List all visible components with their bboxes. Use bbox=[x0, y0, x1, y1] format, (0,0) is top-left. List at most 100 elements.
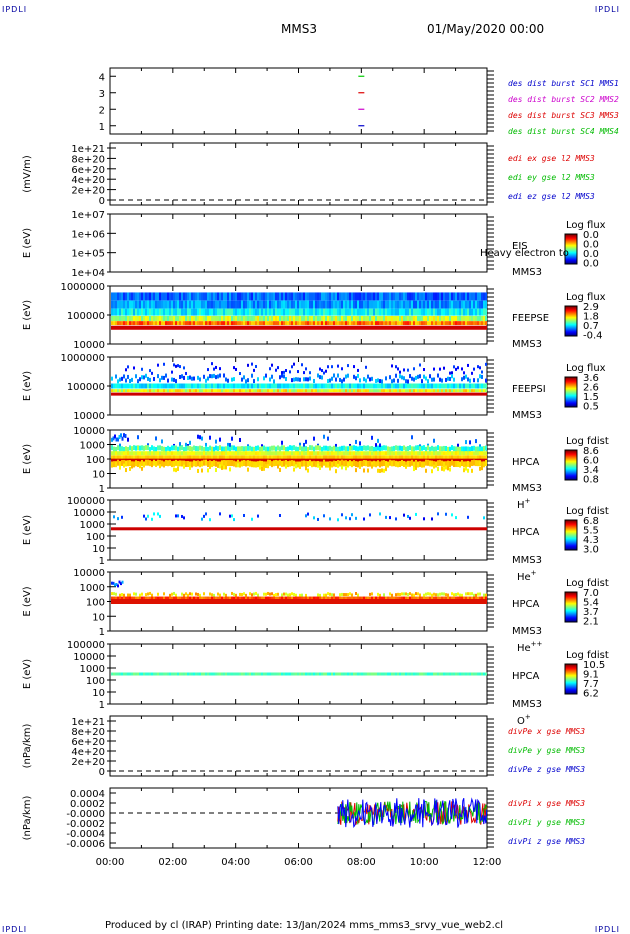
panel-8-spectrum-cell bbox=[385, 672, 387, 676]
panel-5-spectrum-cell bbox=[405, 446, 407, 452]
panel-5-spectrum-cell bbox=[117, 437, 119, 442]
panel-6-spectrum-cell bbox=[249, 527, 251, 531]
panel-3-spectrum-cell bbox=[483, 300, 485, 309]
panel-7-spectrum-cell bbox=[207, 596, 209, 601]
panel-7-spectrum-cell bbox=[407, 593, 409, 597]
panel-3-spectrum-cell bbox=[325, 292, 327, 301]
panel-5-spectrum-cell bbox=[269, 446, 271, 452]
panel-4-cbar-cell bbox=[565, 378, 577, 380]
panel-3-spectrum-cell bbox=[305, 321, 307, 326]
panel-8-spectrum-cell bbox=[467, 672, 469, 676]
panel-3-spectrum-cell bbox=[231, 308, 233, 316]
panel-3-spectrum-cell bbox=[213, 292, 215, 301]
panel-7-spectrum-cell bbox=[381, 599, 383, 604]
panel-4-spectrum-cell bbox=[183, 392, 185, 396]
panel-8-spectrum-cell bbox=[245, 672, 247, 676]
panel-3-cbar-cell bbox=[565, 314, 577, 316]
panel-7-spectrum-cell bbox=[239, 592, 241, 596]
panel-4-spectrum-cell bbox=[241, 389, 243, 393]
panel-3-spectrum-cell bbox=[457, 325, 459, 330]
panel-3-spectrum-cell bbox=[367, 300, 369, 309]
panel-5-spectrum-cell bbox=[173, 451, 175, 456]
panel-2-cbar-cell bbox=[565, 258, 577, 260]
panel-3-spectrum-cell bbox=[207, 315, 209, 321]
panel-8-spectrum-cell bbox=[309, 672, 311, 676]
panel-5-ytick-label: 1 bbox=[99, 484, 105, 495]
panel-4-spectrum-cell bbox=[475, 383, 477, 389]
panel-4-spectrum-cell bbox=[113, 383, 115, 389]
panel-6-spectrum-cell bbox=[219, 527, 221, 531]
panel-5-spectrum-cell bbox=[253, 455, 255, 461]
panel-3-spectrum-cell bbox=[185, 325, 187, 330]
panel-5-spectrum-cell bbox=[291, 455, 293, 461]
panel-5-spectrum-cell bbox=[235, 455, 237, 461]
panel-3-spectrum-cell bbox=[139, 315, 141, 321]
panel-7-spectrum-cell bbox=[159, 596, 161, 601]
panel-7-spectrum-cell bbox=[135, 592, 137, 596]
panel-5-spectrum-cell bbox=[153, 459, 155, 466]
panel-3-spectrum-cell bbox=[469, 325, 471, 330]
panel-6-cbar-tick: 6.8 bbox=[583, 516, 599, 527]
panel-5-spectrum-cell bbox=[259, 465, 261, 470]
panel-5-ytick-label: 10 bbox=[92, 470, 105, 481]
panel-4-spectrum-cell bbox=[129, 379, 131, 384]
panel-7-spectrum-cell bbox=[127, 596, 129, 601]
panel-4-spectrum-cell bbox=[233, 389, 235, 393]
panel-5-spectrum-cell bbox=[373, 446, 375, 452]
panel-4-spectrum-cell bbox=[275, 383, 277, 389]
panel-5-spectrum-cell bbox=[429, 460, 431, 467]
panel-5-spectrum-cell bbox=[475, 446, 477, 452]
panel-4-spectrum-cell bbox=[261, 389, 263, 393]
panel-6-cbar-cell bbox=[565, 532, 577, 534]
panel-3-spectrum-cell bbox=[151, 292, 153, 301]
panel-6-spectrum-cell bbox=[245, 527, 247, 531]
panel-3-spectrum-cell bbox=[227, 325, 229, 330]
panel-4-spectrum-cell bbox=[303, 389, 305, 393]
panel-6-spectrum-cell bbox=[441, 527, 443, 531]
panel-3-spectrum-cell bbox=[111, 315, 113, 321]
panel-3-spectrum-cell bbox=[349, 315, 351, 321]
panel-4-spectrum-cell bbox=[149, 392, 151, 396]
panel-6-cbar-tick: 3.0 bbox=[583, 545, 599, 556]
panel-3-spectrum-cell bbox=[201, 315, 203, 321]
panel-4-spectrum-cell bbox=[271, 383, 273, 389]
panel-4-spectrum-cell bbox=[149, 383, 151, 389]
panel-5-spectrum-cell bbox=[117, 459, 119, 466]
panel-5-cbar-tick: 3.4 bbox=[583, 465, 599, 476]
panel-5-spectrum-cell bbox=[443, 467, 445, 472]
panel-5-spectrum-cell bbox=[309, 445, 311, 451]
panel-3-spectrum-cell bbox=[151, 325, 153, 330]
panel-8-spectrum-cell bbox=[445, 672, 447, 676]
panel-7-spectrum-cell bbox=[273, 593, 275, 597]
panel-3-spectrum-cell bbox=[333, 315, 335, 321]
panel-5-spectrum-cell bbox=[383, 455, 385, 461]
panel-3-spectrum-cell bbox=[485, 292, 487, 301]
panel-4-spectrum-cell bbox=[297, 389, 299, 393]
panel-3-spectrum-cell bbox=[343, 300, 345, 309]
panel-4-spectrum-cell bbox=[353, 389, 355, 393]
panel-3-spectrum-cell bbox=[445, 300, 447, 309]
panel-4-spectrum-cell bbox=[169, 383, 171, 389]
panel-7-spectrum-cell bbox=[475, 596, 477, 601]
panel-5-spectrum-cell bbox=[297, 455, 299, 461]
panel-8-spectrum-cell bbox=[231, 672, 233, 676]
panel-7-spectrum-cell bbox=[331, 596, 333, 601]
panel-8-spectrum-cell bbox=[317, 672, 319, 676]
panel-7-spectrum-cell bbox=[373, 596, 375, 601]
panel-4-spectrum-cell bbox=[245, 383, 247, 389]
panel-4-spectrum-cell bbox=[159, 378, 161, 383]
panel-4-spectrum-cell bbox=[255, 389, 257, 393]
panel-5-spectrum-cell bbox=[457, 451, 459, 456]
panel-5-spectrum-cell bbox=[331, 446, 333, 452]
panel-3-spectrum-cell bbox=[325, 300, 327, 309]
panel-3-spectrum-cell bbox=[473, 325, 475, 330]
panel-5-spectrum-cell bbox=[485, 460, 487, 467]
panel-4-spectrum-cell bbox=[429, 389, 431, 393]
panel-8-spectrum-cell bbox=[451, 672, 453, 676]
panel-5-spectrum-cell bbox=[161, 439, 163, 444]
panel-4-spectrum-cell bbox=[467, 377, 469, 382]
panel-3-cbar-cell bbox=[565, 309, 577, 311]
panel-5-spectrum-cell bbox=[287, 451, 289, 456]
panel-8-cbar-cell bbox=[565, 666, 577, 668]
panel-7-spectrum-cell bbox=[281, 593, 283, 597]
